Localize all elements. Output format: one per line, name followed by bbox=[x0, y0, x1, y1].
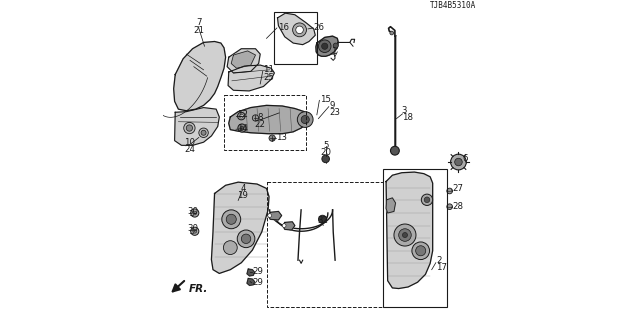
Circle shape bbox=[447, 188, 452, 194]
Text: 23: 23 bbox=[330, 108, 340, 117]
Circle shape bbox=[394, 224, 416, 246]
Text: 20: 20 bbox=[321, 148, 332, 157]
Text: 2: 2 bbox=[436, 256, 442, 265]
Circle shape bbox=[292, 23, 307, 37]
Polygon shape bbox=[227, 49, 260, 73]
Text: 22: 22 bbox=[255, 120, 266, 129]
Text: 15: 15 bbox=[320, 95, 331, 104]
Text: 17: 17 bbox=[436, 263, 447, 272]
Text: 32: 32 bbox=[317, 216, 329, 225]
Text: 29: 29 bbox=[252, 267, 263, 276]
Text: 21: 21 bbox=[193, 26, 204, 35]
Circle shape bbox=[390, 146, 399, 155]
Polygon shape bbox=[386, 198, 396, 213]
Text: 9: 9 bbox=[330, 101, 335, 110]
Circle shape bbox=[199, 128, 208, 138]
Text: 24: 24 bbox=[184, 145, 195, 154]
Text: 29: 29 bbox=[252, 278, 263, 287]
Text: 6: 6 bbox=[462, 154, 467, 164]
Text: 26: 26 bbox=[314, 23, 324, 32]
Circle shape bbox=[399, 229, 412, 241]
Polygon shape bbox=[247, 278, 255, 285]
Text: 28: 28 bbox=[452, 202, 463, 211]
Circle shape bbox=[184, 122, 195, 134]
Circle shape bbox=[390, 31, 394, 35]
Polygon shape bbox=[268, 212, 282, 220]
Circle shape bbox=[226, 214, 236, 224]
Circle shape bbox=[319, 40, 331, 52]
Text: 3: 3 bbox=[402, 106, 407, 115]
Text: 1: 1 bbox=[332, 47, 337, 56]
Polygon shape bbox=[386, 172, 433, 289]
Circle shape bbox=[421, 194, 433, 205]
Circle shape bbox=[237, 230, 255, 248]
Circle shape bbox=[193, 229, 196, 233]
Text: 8: 8 bbox=[257, 113, 263, 122]
Text: 13: 13 bbox=[276, 133, 287, 142]
Circle shape bbox=[282, 224, 286, 228]
Text: 12: 12 bbox=[237, 110, 248, 119]
Text: 11: 11 bbox=[263, 65, 275, 74]
Circle shape bbox=[403, 233, 408, 237]
Polygon shape bbox=[228, 105, 309, 134]
Text: 30: 30 bbox=[188, 207, 198, 216]
Polygon shape bbox=[278, 13, 316, 45]
Circle shape bbox=[298, 112, 313, 127]
Circle shape bbox=[240, 126, 244, 130]
Circle shape bbox=[186, 125, 193, 131]
Circle shape bbox=[223, 241, 237, 254]
Circle shape bbox=[296, 26, 303, 34]
Circle shape bbox=[322, 155, 330, 163]
Polygon shape bbox=[247, 269, 255, 276]
Circle shape bbox=[238, 124, 246, 132]
Circle shape bbox=[447, 204, 452, 210]
Circle shape bbox=[415, 246, 426, 256]
Circle shape bbox=[412, 242, 429, 260]
Circle shape bbox=[451, 154, 467, 170]
Circle shape bbox=[241, 234, 251, 244]
Circle shape bbox=[333, 43, 339, 48]
Text: 16: 16 bbox=[278, 23, 289, 32]
Circle shape bbox=[321, 43, 328, 49]
Circle shape bbox=[191, 227, 199, 235]
Polygon shape bbox=[173, 42, 225, 111]
Polygon shape bbox=[175, 108, 220, 145]
Polygon shape bbox=[228, 65, 275, 91]
Circle shape bbox=[319, 215, 326, 223]
Circle shape bbox=[301, 116, 309, 124]
Circle shape bbox=[454, 158, 462, 166]
Circle shape bbox=[424, 197, 430, 203]
Polygon shape bbox=[231, 51, 255, 68]
Circle shape bbox=[191, 209, 199, 217]
Text: 14: 14 bbox=[237, 124, 248, 132]
Text: 18: 18 bbox=[402, 114, 413, 123]
Text: FR.: FR. bbox=[189, 284, 208, 294]
Text: 4: 4 bbox=[240, 184, 246, 193]
Circle shape bbox=[222, 210, 241, 229]
Polygon shape bbox=[283, 222, 295, 230]
Circle shape bbox=[268, 214, 271, 217]
Circle shape bbox=[237, 112, 245, 120]
Circle shape bbox=[201, 130, 206, 135]
Circle shape bbox=[193, 211, 196, 215]
Text: 27: 27 bbox=[452, 184, 463, 193]
Text: 25: 25 bbox=[263, 73, 275, 82]
Text: 10: 10 bbox=[184, 138, 195, 147]
Circle shape bbox=[252, 115, 259, 121]
Text: 19: 19 bbox=[237, 191, 248, 200]
Text: TJB4B5310A: TJB4B5310A bbox=[429, 1, 476, 10]
Text: 7: 7 bbox=[196, 18, 202, 27]
Text: 30: 30 bbox=[188, 224, 198, 233]
Text: 5: 5 bbox=[324, 141, 329, 150]
Polygon shape bbox=[211, 182, 269, 273]
Circle shape bbox=[269, 135, 275, 141]
Circle shape bbox=[239, 114, 243, 118]
Polygon shape bbox=[316, 36, 339, 56]
